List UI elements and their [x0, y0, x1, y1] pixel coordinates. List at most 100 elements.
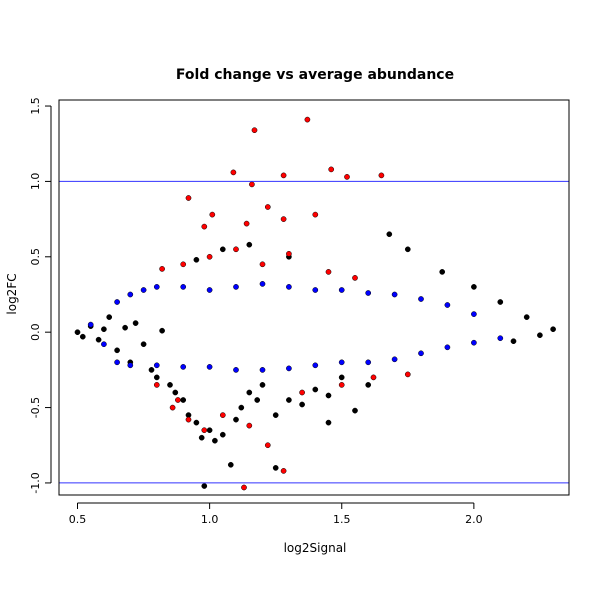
data-point	[153, 362, 160, 369]
data-point	[352, 275, 358, 281]
data-point	[140, 341, 147, 348]
x-tick-label: 0.5	[69, 513, 87, 526]
data-point	[370, 374, 377, 381]
data-point	[254, 397, 261, 403]
data-point	[159, 327, 165, 334]
data-point	[523, 314, 530, 320]
data-point	[272, 465, 279, 471]
data-point	[537, 332, 543, 339]
data-point	[338, 287, 345, 293]
data-point	[299, 401, 305, 408]
data-point	[233, 246, 239, 253]
data-point	[206, 287, 213, 293]
data-point	[140, 287, 147, 293]
data-point	[212, 437, 218, 444]
y-tick-label: 1.5	[29, 97, 42, 115]
data-point	[219, 246, 226, 253]
data-point	[230, 169, 237, 176]
data-point	[153, 382, 160, 388]
data-point	[344, 174, 350, 180]
data-point	[246, 241, 253, 248]
data-point	[325, 269, 332, 275]
data-point	[243, 220, 250, 227]
data-point	[444, 302, 451, 308]
data-point	[312, 211, 319, 218]
data-point	[404, 371, 411, 378]
data-point	[338, 382, 345, 388]
data-point	[386, 231, 393, 238]
data-point	[180, 261, 187, 268]
data-point	[193, 256, 200, 263]
data-point	[79, 333, 86, 340]
y-axis-label: log2FC	[5, 273, 19, 314]
series-1	[87, 281, 504, 373]
data-point	[444, 344, 451, 351]
data-point	[153, 284, 160, 290]
data-point	[312, 362, 319, 369]
series-0	[74, 231, 556, 489]
data-point	[201, 427, 208, 434]
data-point	[101, 326, 107, 333]
data-point	[180, 364, 187, 370]
data-point	[550, 326, 556, 333]
y-tick-label: 1.0	[29, 173, 42, 191]
data-point	[159, 266, 165, 272]
data-point	[201, 483, 208, 489]
data-point	[167, 382, 173, 388]
data-point	[338, 359, 345, 366]
data-point	[259, 382, 266, 388]
data-point	[286, 284, 292, 290]
data-point	[180, 397, 187, 403]
data-point	[206, 253, 213, 260]
axes: 0.5 1.0 1.5 2.0 -1.0 -0.5 0.0 0.5 1.0 1.5	[29, 97, 483, 526]
data-point	[391, 291, 398, 298]
plot-frame	[58, 99, 570, 496]
x-axis-label: log2Signal	[284, 541, 347, 555]
data-point	[246, 422, 253, 429]
data-point	[127, 291, 134, 298]
data-point	[280, 216, 287, 222]
data-point	[219, 431, 226, 438]
y-tick-label: -0.5	[29, 397, 42, 418]
data-point	[272, 412, 279, 418]
data-point	[101, 341, 107, 348]
data-point	[233, 367, 239, 373]
x-tick-label: 1.0	[201, 513, 219, 526]
data-point	[471, 284, 477, 290]
data-point	[338, 374, 345, 381]
x-tick-label: 2.0	[465, 513, 483, 526]
data-point	[193, 419, 200, 426]
data-point	[185, 416, 192, 423]
data-point	[497, 299, 504, 305]
data-point	[391, 356, 398, 363]
data-point	[122, 324, 128, 331]
data-point	[328, 166, 335, 173]
data-point	[233, 416, 239, 423]
data-point	[209, 211, 216, 218]
y-tick-label: 0.0	[29, 323, 42, 341]
data-point	[233, 284, 239, 290]
data-point	[365, 382, 372, 388]
data-point	[127, 362, 134, 369]
data-point	[439, 269, 446, 275]
data-point	[206, 364, 213, 370]
data-point	[312, 287, 319, 293]
data-points	[74, 116, 556, 491]
data-point	[246, 389, 253, 396]
data-point	[325, 419, 332, 426]
data-point	[198, 434, 205, 441]
threshold-lines	[59, 180, 569, 484]
data-point	[259, 367, 266, 373]
data-point	[87, 321, 94, 328]
data-point	[286, 397, 292, 403]
data-point	[352, 407, 358, 414]
data-point	[227, 461, 234, 468]
data-point	[114, 347, 120, 354]
data-point	[238, 404, 245, 411]
data-point	[172, 389, 179, 396]
y-tick-label: 0.5	[29, 248, 42, 266]
data-point	[378, 172, 385, 179]
data-point	[169, 404, 176, 411]
data-point	[206, 427, 213, 434]
